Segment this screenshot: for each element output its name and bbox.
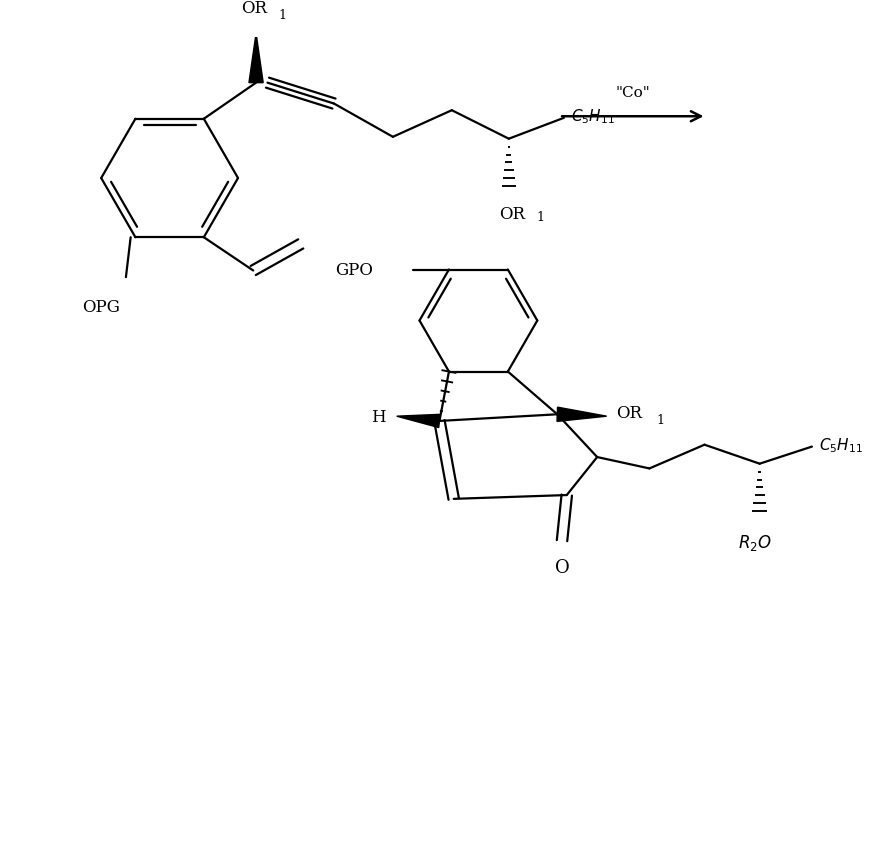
Text: H: H: [371, 408, 385, 425]
Polygon shape: [397, 415, 440, 428]
Polygon shape: [557, 408, 607, 422]
Text: OPG: OPG: [82, 299, 120, 316]
Text: 1: 1: [656, 413, 664, 426]
Text: 1: 1: [279, 9, 287, 22]
Text: OR: OR: [241, 0, 267, 17]
Text: 1: 1: [536, 210, 544, 224]
Text: GPO: GPO: [335, 262, 373, 279]
Text: $R_2O$: $R_2O$: [738, 532, 771, 552]
Text: O: O: [555, 558, 569, 576]
Text: OR: OR: [499, 206, 525, 223]
Text: "Co": "Co": [616, 86, 650, 100]
Text: $C_5H_{11}$: $C_5H_{11}$: [571, 107, 615, 126]
Polygon shape: [249, 34, 263, 83]
Text: OR: OR: [616, 405, 642, 422]
Text: $C_5H_{11}$: $C_5H_{11}$: [819, 436, 863, 454]
